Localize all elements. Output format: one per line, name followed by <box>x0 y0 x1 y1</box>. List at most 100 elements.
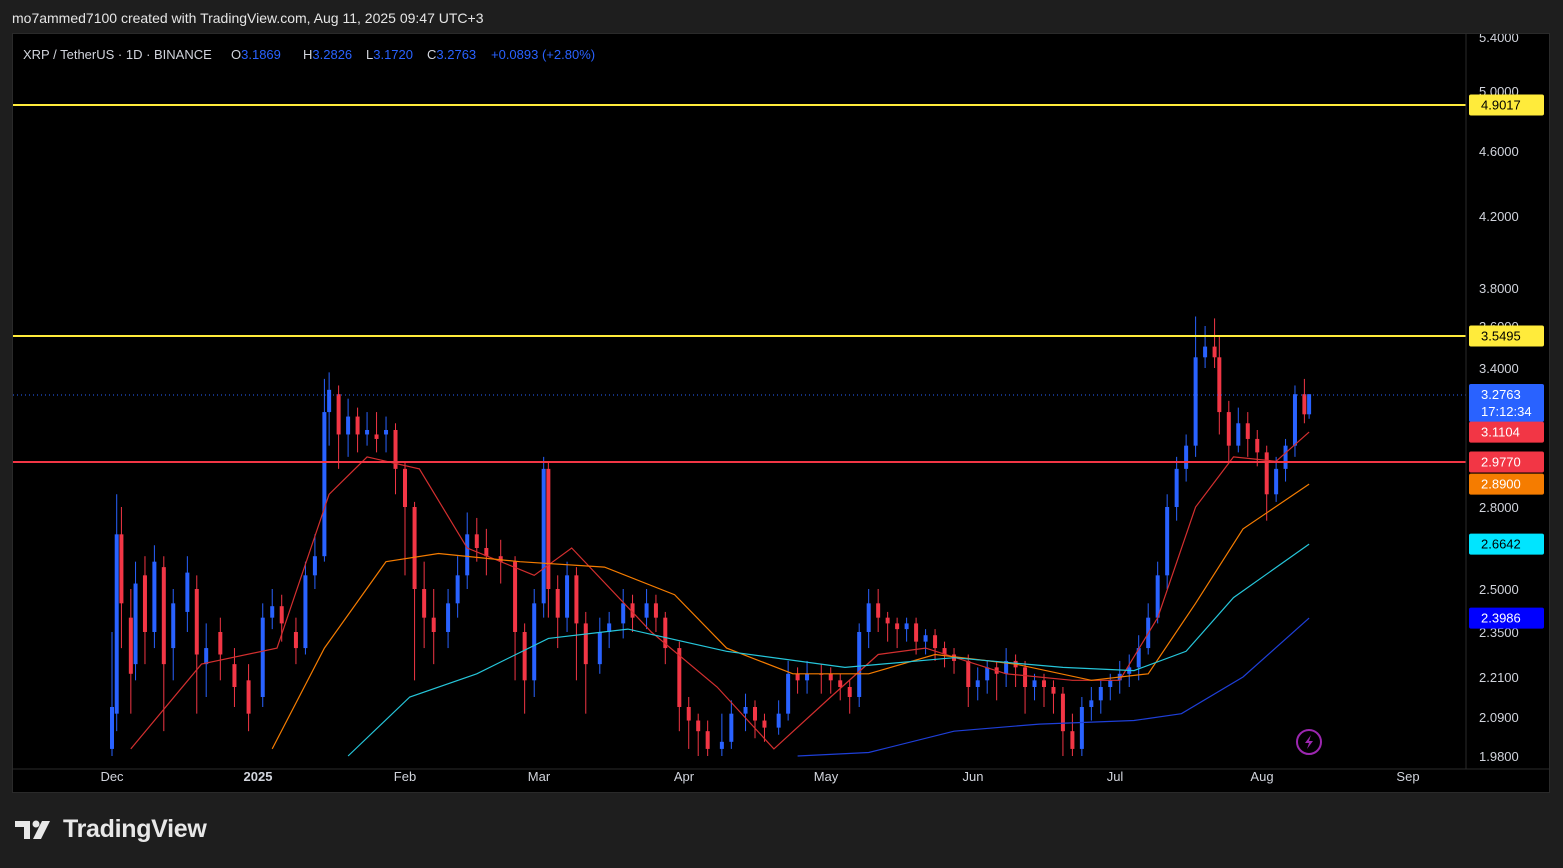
tradingview-wordmark: TradingView <box>63 815 207 843</box>
candle <box>431 589 436 665</box>
candle-body <box>1136 648 1141 668</box>
candle <box>246 664 251 732</box>
candle-body <box>541 468 546 604</box>
price-badge-label: 4.9017 <box>1481 98 1521 113</box>
candle-body <box>1236 423 1241 446</box>
candle-body <box>336 394 341 435</box>
candle <box>365 412 370 446</box>
candle <box>1146 603 1151 655</box>
candle <box>546 461 551 618</box>
price-badge-bg <box>1469 607 1544 629</box>
candle <box>743 693 748 732</box>
candle-body <box>246 680 251 714</box>
candle-body <box>474 534 479 548</box>
price-badge-countdown: 17:12:34 <box>1481 404 1532 419</box>
chart-frame[interactable]: 5.40005.00004.60004.20003.80003.60003.40… <box>12 33 1550 793</box>
candle <box>1212 318 1217 368</box>
candle-body <box>546 468 551 589</box>
candle-body <box>133 583 138 665</box>
candle-body <box>374 434 379 439</box>
candle-body <box>795 673 800 681</box>
candle-body <box>303 575 308 649</box>
candle-body <box>218 632 223 655</box>
time-tick-label: Feb <box>394 769 416 784</box>
candle-body <box>705 731 710 749</box>
price-badge-bg <box>1469 325 1544 347</box>
candle <box>994 660 999 701</box>
candle <box>384 416 389 453</box>
candle <box>393 423 398 495</box>
candle <box>1245 412 1250 457</box>
candle <box>474 517 479 562</box>
candle <box>819 664 824 694</box>
candle <box>128 589 133 714</box>
candle-body <box>914 623 919 642</box>
candle <box>621 589 626 639</box>
candle-body <box>412 507 417 589</box>
candle-body <box>966 660 971 687</box>
lightning-icon[interactable] <box>1296 729 1322 755</box>
price-badge: 2.8900 <box>1469 473 1544 495</box>
candle-body <box>743 707 748 714</box>
candle <box>1174 456 1179 521</box>
candle-body <box>828 673 833 681</box>
candle <box>110 632 114 756</box>
candle-body <box>522 632 527 681</box>
candle-body <box>753 707 757 721</box>
candle-body <box>1004 660 1009 674</box>
candle-body <box>1302 394 1307 415</box>
moving-average-line <box>797 617 1310 757</box>
price-tick-label: 2.3500 <box>1479 625 1519 640</box>
candle <box>194 575 199 714</box>
price-badge-bg <box>1469 533 1544 555</box>
legend-open: O3.1869 <box>231 47 281 62</box>
candle-body <box>857 632 862 697</box>
candle <box>776 700 781 735</box>
candle <box>828 667 833 694</box>
candle <box>1307 394 1312 419</box>
candle <box>729 700 734 749</box>
candle-body <box>786 673 791 714</box>
candle <box>966 654 971 707</box>
candle-body <box>597 632 602 665</box>
candle-body <box>270 606 275 618</box>
candle-body <box>762 720 767 728</box>
candle <box>975 667 980 701</box>
candle-body <box>555 589 560 618</box>
candle <box>1155 561 1160 624</box>
price-badge: 4.9017 <box>1469 94 1544 116</box>
price-tick-label: 4.2000 <box>1479 209 1519 224</box>
price-badge-label: 2.6642 <box>1481 537 1521 552</box>
candle <box>876 589 881 632</box>
candle <box>952 648 957 674</box>
candle-body <box>455 575 460 604</box>
candle <box>1060 687 1065 756</box>
candle <box>114 494 119 732</box>
candle <box>484 528 489 576</box>
price-badge: 2.9770 <box>1469 451 1544 473</box>
candle-body <box>583 623 588 665</box>
candle <box>1203 326 1208 368</box>
time-tick-label: Aug <box>1250 769 1273 784</box>
candle-body <box>114 534 119 714</box>
candle-body <box>904 623 909 630</box>
candle-body <box>532 603 537 681</box>
moving-average-line <box>271 483 1310 750</box>
price-chart[interactable]: 5.40005.00004.60004.20003.80003.60003.40… <box>13 34 1549 792</box>
candle-body <box>1203 346 1208 358</box>
candle <box>412 501 417 681</box>
candle <box>933 629 938 661</box>
tradingview-logo[interactable]: TradingView <box>15 815 207 844</box>
price-badge-bg <box>1469 94 1544 116</box>
candle-body <box>1098 687 1103 701</box>
candle <box>119 507 124 649</box>
time-tick-label: Jun <box>963 769 984 784</box>
candle <box>565 561 570 632</box>
price-badge: 2.3986 <box>1469 607 1544 629</box>
candle-body <box>152 561 157 632</box>
candle-body <box>1165 507 1170 576</box>
candle-body <box>1255 438 1260 453</box>
candle-body <box>719 741 724 749</box>
candle-body <box>729 713 734 742</box>
price-badge-label: 3.5495 <box>1481 329 1521 344</box>
